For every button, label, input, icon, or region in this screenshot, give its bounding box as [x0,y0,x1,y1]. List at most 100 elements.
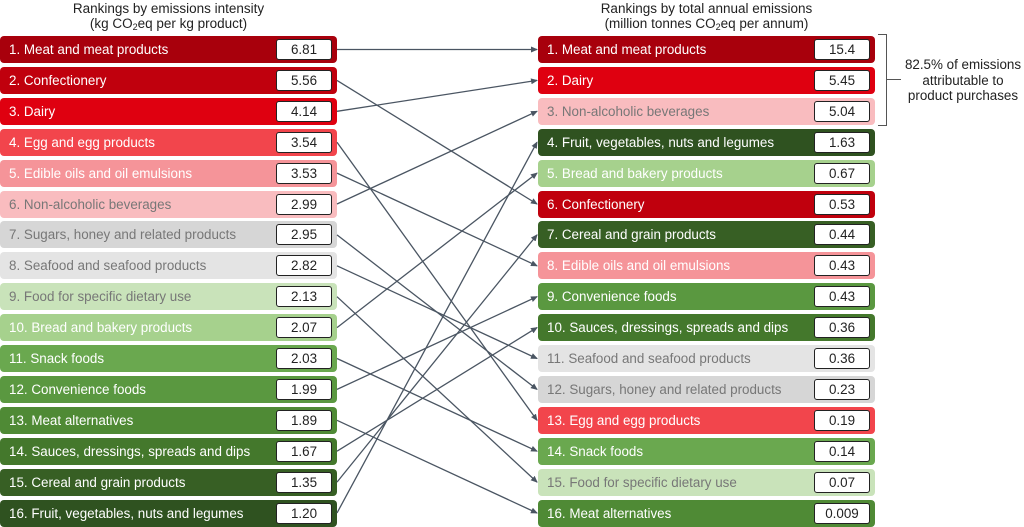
value-box: 0.43 [814,255,870,277]
category-label: 7. Sugars, honey and related products [9,227,237,243]
category-label: 14. Snack foods [547,443,644,459]
right-rank-row: 9. Convenience foods 0.43 [538,283,875,311]
right-rank-row: 7. Cereal and grain products 0.44 [538,221,875,249]
rank-arrow [336,172,538,267]
category-label: 7. Cereal and grain products [547,227,716,243]
emissions-share-annotation: 82.5% of emissions attributable to produ… [902,57,1024,104]
value-box: 0.53 [814,193,870,215]
category-label: 5. Edible oils and oil emulsions [9,165,193,181]
right-rank-row: 11. Seafood and seafood products 0.36 [538,345,875,372]
rank-arrow [336,357,538,452]
left-rank-row: 4. Egg and egg products 3.54 [0,128,337,156]
top-three-bracket [878,34,887,126]
rank-arrow [336,78,538,112]
annotation-line: product purchases [907,88,1019,103]
category-label: 12. Convenience foods [9,381,146,397]
value-box: 5.56 [276,69,332,91]
rank-arrow [336,296,538,390]
category-label: 13. Meat alternatives [9,412,134,428]
left-title-line2: (kg CO2eq per kg product) [0,16,337,35]
category-label: 1. Meat and meat products [547,42,707,57]
left-rank-row: 5. Edible oils and oil emulsions 3.53 [0,159,337,187]
right-rank-row: 10. Sauces, dressings, spreads and dips 0… [538,314,875,342]
rank-arrow [336,141,538,514]
value-box: 0.07 [814,471,870,493]
value-box: 5.04 [814,100,870,122]
left-title-line1: Rankings by emissions intensity [72,1,265,16]
value-box: 0.44 [814,224,870,246]
value-box: 2.07 [276,317,332,339]
category-label: 12. Sugars, honey and related products [547,381,782,397]
value-box: 1.89 [276,409,332,431]
right-rank-row: 12. Sugars, honey and related products 0.… [538,375,875,403]
rank-arrow [336,110,538,205]
right-rank-row: 15. Food for specific dietary use 0.07 [538,468,875,496]
category-label: 3. Non-alcoholic beverages [547,103,710,119]
category-label: 15. Food for specific dietary use [547,474,737,490]
left-rank-row: 16. Fruit, vegetables, nuts and legumes 1… [0,499,337,527]
right-title-subscript: 2 [715,22,721,32]
category-label: 13. Egg and egg products [547,412,701,428]
annotation-line: attributable to [922,72,1004,88]
right-title-line1: Rankings by total annual emissions [600,1,813,16]
category-label: 4. Fruit, vegetables, nuts and legumes [547,134,775,150]
value-box: 3.54 [276,131,332,153]
value-box: 0.36 [814,317,870,339]
value-box: 1.35 [276,471,332,493]
value-box: 3.53 [276,162,332,184]
category-label: 6. Non-alcoholic beverages [9,196,172,212]
left-rank-row: 3. Dairy 4.14 [0,97,337,125]
category-label: 3. Dairy [9,103,56,119]
right-rank-row: 6. Confectionery 0.53 [538,190,875,218]
annotation-line: 82.5% of emissions [904,57,1022,72]
left-title-unit-post: eq per kg product) [137,16,248,31]
left-rank-row: 7. Sugars, honey and related products 2.9… [0,221,337,249]
rank-arrow [336,141,538,422]
rank-arrow [336,234,538,391]
value-box: 0.36 [814,348,870,369]
right-column-title: Rankings by total annual emissions (mill… [538,1,875,35]
category-label: 8. Seafood and seafood products [9,258,207,274]
rank-arrow [336,419,538,514]
value-box: 0.14 [814,440,870,462]
right-title-unit-pre: (million tonnes CO [604,16,716,31]
right-title-line2: (million tonnes CO2eq per annum) [538,16,875,35]
right-rank-row: 2. Dairy 5.45 [538,66,875,94]
category-label: 11. Snack foods [9,351,105,366]
left-title-unit-pre: (kg CO [89,16,133,31]
value-box: 0.009 [814,502,870,524]
category-label: 10. Bread and bakery products [9,320,193,336]
right-rank-row: 16. Meat alternatives 0.009 [538,499,875,527]
category-label: 2. Confectionery [9,72,107,88]
rank-arrow [336,234,538,483]
value-box: 15.4 [814,39,870,60]
value-box: 1.67 [276,440,332,462]
left-rank-row: 8. Seafood and seafood products 2.82 [0,252,337,280]
left-rank-row: 11. Snack foods 2.03 [0,345,337,372]
left-rank-row: 15. Cereal and grain products 1.35 [0,468,337,496]
right-rank-row: 3. Non-alcoholic beverages 5.04 [538,97,875,125]
value-box: 5.45 [814,69,870,91]
category-label: 10. Sauces, dressings, spreads and dips [547,320,789,336]
category-label: 2. Dairy [547,72,594,88]
rank-arrow [336,79,538,205]
right-rank-row: 5. Bread and bakery products 0.67 [538,159,875,187]
right-rank-row: 14. Snack foods 0.14 [538,437,875,465]
left-rank-row: 2. Confectionery 5.56 [0,66,337,94]
category-label: 14. Sauces, dressings, spreads and dips [9,443,251,459]
category-label: 15. Cereal and grain products [9,474,186,490]
rank-arrow [336,172,538,329]
category-label: 9. Food for specific dietary use [9,289,192,305]
value-box: 0.19 [814,409,870,431]
value-box: 1.20 [276,502,332,524]
value-box: 2.82 [276,255,332,277]
category-label: 11. Seafood and seafood products [547,351,751,366]
category-label: 5. Bread and bakery products [547,165,723,181]
value-box: 1.99 [276,378,332,400]
rank-arrow [336,296,538,483]
left-rank-row: 13. Meat alternatives 1.89 [0,406,337,434]
value-box: 0.23 [814,378,870,400]
bracket-connector [886,79,901,80]
value-box: 6.81 [276,39,332,60]
category-label: 16. Meat alternatives [547,505,672,521]
